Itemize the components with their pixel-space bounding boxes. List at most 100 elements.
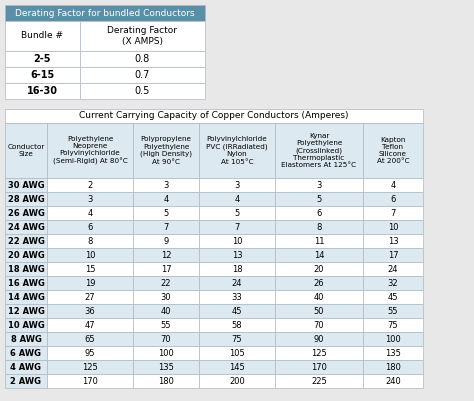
Bar	[275, 248, 363, 262]
Text: 3: 3	[164, 180, 169, 190]
Bar	[199, 192, 275, 206]
Text: 50: 50	[314, 306, 324, 316]
Text: 2 AWG: 2 AWG	[10, 377, 42, 385]
Text: 32: 32	[388, 279, 398, 288]
Bar	[5, 248, 47, 262]
Text: 10 AWG: 10 AWG	[8, 320, 45, 330]
Text: 7: 7	[164, 223, 169, 231]
Bar	[199, 262, 275, 276]
Bar	[47, 374, 133, 388]
Bar	[133, 346, 199, 360]
Bar	[5, 206, 47, 220]
Text: 17: 17	[161, 265, 171, 273]
Text: Polyvinylchloride
PVC (IRRadiated)
Nylon
At 105°C: Polyvinylchloride PVC (IRRadiated) Nylon…	[206, 136, 268, 165]
Text: 30: 30	[161, 292, 171, 302]
Bar	[275, 262, 363, 276]
Bar	[199, 248, 275, 262]
Text: 30 AWG: 30 AWG	[8, 180, 44, 190]
Text: 10: 10	[388, 223, 398, 231]
Text: Conductor
Size: Conductor Size	[7, 144, 45, 157]
Bar	[47, 276, 133, 290]
Text: 55: 55	[388, 306, 398, 316]
Bar	[47, 178, 133, 192]
Text: 45: 45	[388, 292, 398, 302]
Text: 22: 22	[161, 279, 171, 288]
Text: 24 AWG: 24 AWG	[8, 223, 45, 231]
Bar	[133, 192, 199, 206]
Bar	[5, 21, 80, 51]
Text: 20 AWG: 20 AWG	[8, 251, 45, 259]
Text: Current Carrying Capacity of Copper Conductors (Amperes): Current Carrying Capacity of Copper Cond…	[79, 111, 349, 120]
Bar	[363, 206, 423, 220]
Bar	[363, 248, 423, 262]
Bar	[199, 304, 275, 318]
Text: 90: 90	[314, 334, 324, 344]
Text: 5: 5	[316, 194, 322, 203]
Text: 33: 33	[232, 292, 242, 302]
Text: 6 AWG: 6 AWG	[10, 348, 42, 358]
Bar	[133, 290, 199, 304]
Bar	[5, 290, 47, 304]
Bar	[5, 220, 47, 234]
Text: 135: 135	[158, 363, 174, 371]
Bar	[80, 67, 205, 83]
Text: 4: 4	[87, 209, 92, 217]
Text: 13: 13	[232, 251, 242, 259]
Bar	[199, 178, 275, 192]
Text: Kynar
Polyethylene
(Crosslinked)
Thermoplastic
Elastomers At 125°C: Kynar Polyethylene (Crosslinked) Thermop…	[282, 133, 356, 168]
Text: 12 AWG: 12 AWG	[8, 306, 45, 316]
Text: 28 AWG: 28 AWG	[8, 194, 45, 203]
Bar	[47, 304, 133, 318]
Text: 4: 4	[391, 180, 396, 190]
Bar	[363, 318, 423, 332]
Bar	[5, 346, 47, 360]
Text: 6-15: 6-15	[30, 70, 55, 80]
Bar	[80, 83, 205, 99]
Text: 36: 36	[85, 306, 95, 316]
Text: 26 AWG: 26 AWG	[8, 209, 45, 217]
Bar	[275, 332, 363, 346]
Text: 6: 6	[87, 223, 93, 231]
Bar	[275, 346, 363, 360]
Text: 180: 180	[158, 377, 174, 385]
Bar	[133, 178, 199, 192]
Text: 14: 14	[314, 251, 324, 259]
Text: 27: 27	[85, 292, 95, 302]
Text: 6: 6	[316, 209, 322, 217]
Bar	[363, 374, 423, 388]
Bar	[133, 276, 199, 290]
Bar	[363, 290, 423, 304]
Bar	[5, 276, 47, 290]
Text: 100: 100	[385, 334, 401, 344]
Bar	[5, 83, 80, 99]
Bar	[133, 374, 199, 388]
Bar	[47, 206, 133, 220]
Text: 70: 70	[161, 334, 171, 344]
Text: 9: 9	[164, 237, 169, 245]
Text: 16-30: 16-30	[27, 86, 58, 96]
Text: 225: 225	[311, 377, 327, 385]
Bar	[133, 332, 199, 346]
Text: Kapton
Teflon
Silicone
At 200°C: Kapton Teflon Silicone At 200°C	[377, 137, 410, 164]
Bar	[133, 318, 199, 332]
Bar	[47, 123, 133, 178]
Text: 8 AWG: 8 AWG	[10, 334, 41, 344]
Text: 4: 4	[234, 194, 240, 203]
Bar	[47, 332, 133, 346]
Text: 40: 40	[314, 292, 324, 302]
Bar	[275, 276, 363, 290]
Text: Bundle #: Bundle #	[21, 32, 64, 41]
Bar	[47, 360, 133, 374]
Bar	[47, 248, 133, 262]
Text: 0.8: 0.8	[135, 54, 150, 64]
Bar	[80, 21, 205, 51]
Bar	[199, 346, 275, 360]
Bar	[133, 234, 199, 248]
Text: 145: 145	[229, 363, 245, 371]
Text: Polypropylene
Polyethylene
(High Density)
At 90°C: Polypropylene Polyethylene (High Density…	[140, 136, 192, 165]
Text: 15: 15	[85, 265, 95, 273]
Text: Derating Factor
(X AMPS): Derating Factor (X AMPS)	[108, 26, 177, 46]
Bar	[199, 318, 275, 332]
Bar	[133, 123, 199, 178]
Bar	[275, 192, 363, 206]
